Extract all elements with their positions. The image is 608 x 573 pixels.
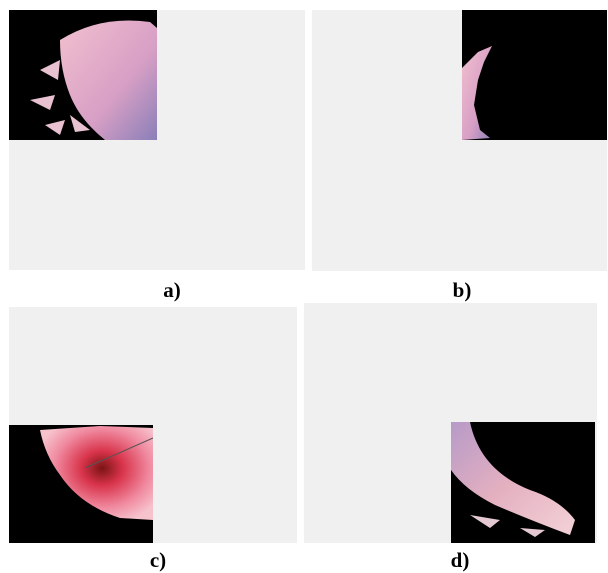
- panel-a: [9, 10, 305, 270]
- panel-c: [9, 307, 297, 543]
- figure: a) b) c) d): [0, 0, 608, 573]
- panel-b: [312, 10, 607, 271]
- page: {"panels": [{"label": "a)"}, {"label": "…: [0, 0, 608, 573]
- panel-label: c): [150, 548, 166, 572]
- panel-label: d): [451, 548, 470, 572]
- panel-d: [304, 303, 597, 543]
- image-region: [462, 10, 607, 140]
- panel-label: b): [453, 278, 472, 302]
- panel-label: a): [163, 278, 181, 302]
